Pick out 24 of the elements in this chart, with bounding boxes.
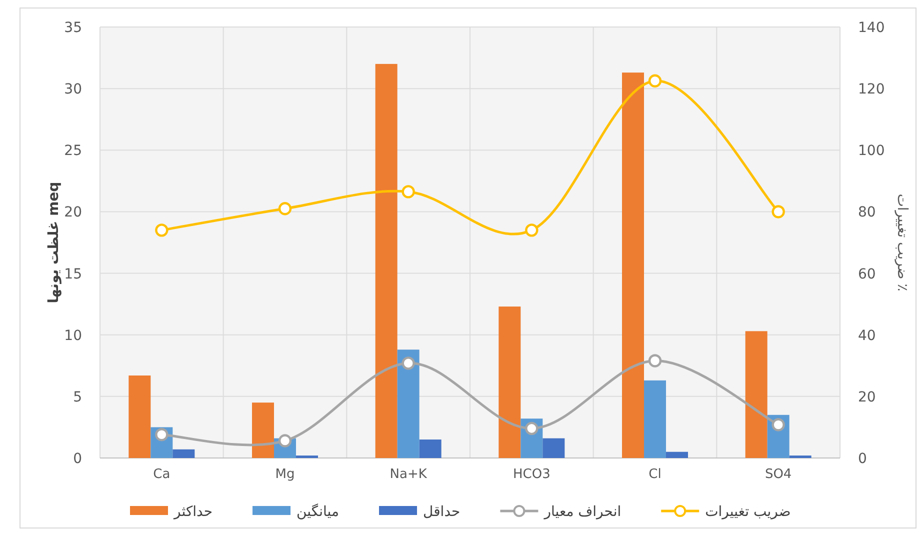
y2tick: 80 (858, 204, 876, 221)
xtick: Cl (648, 467, 662, 482)
y2tick: 120 (858, 82, 885, 98)
xtick: Na+K (390, 467, 427, 482)
y2label: ضریب تغییرات ٪ (894, 194, 910, 292)
y2tick: 0 (858, 451, 867, 467)
ytick: 10 (64, 328, 82, 344)
ylabel: غلظت یونها meq (46, 182, 62, 304)
ytick: 20 (64, 204, 82, 221)
ytick: 15 (64, 266, 82, 282)
xtick: Ca (153, 467, 170, 482)
ytick: 25 (64, 143, 82, 160)
xtick: SO4 (764, 467, 792, 482)
ytick: 5 (73, 389, 82, 406)
ytick: 35 (64, 20, 82, 36)
y2tick: 20 (858, 389, 876, 406)
ytick: 0 (73, 451, 82, 467)
y2tick: 140 (858, 20, 885, 36)
xtick: HCO3 (512, 467, 550, 482)
ytick: 30 (64, 82, 82, 98)
y2tick: 100 (858, 143, 885, 160)
xtick: Mg (275, 467, 295, 482)
y2tick: 60 (858, 266, 876, 282)
y2tick: 40 (858, 328, 876, 344)
